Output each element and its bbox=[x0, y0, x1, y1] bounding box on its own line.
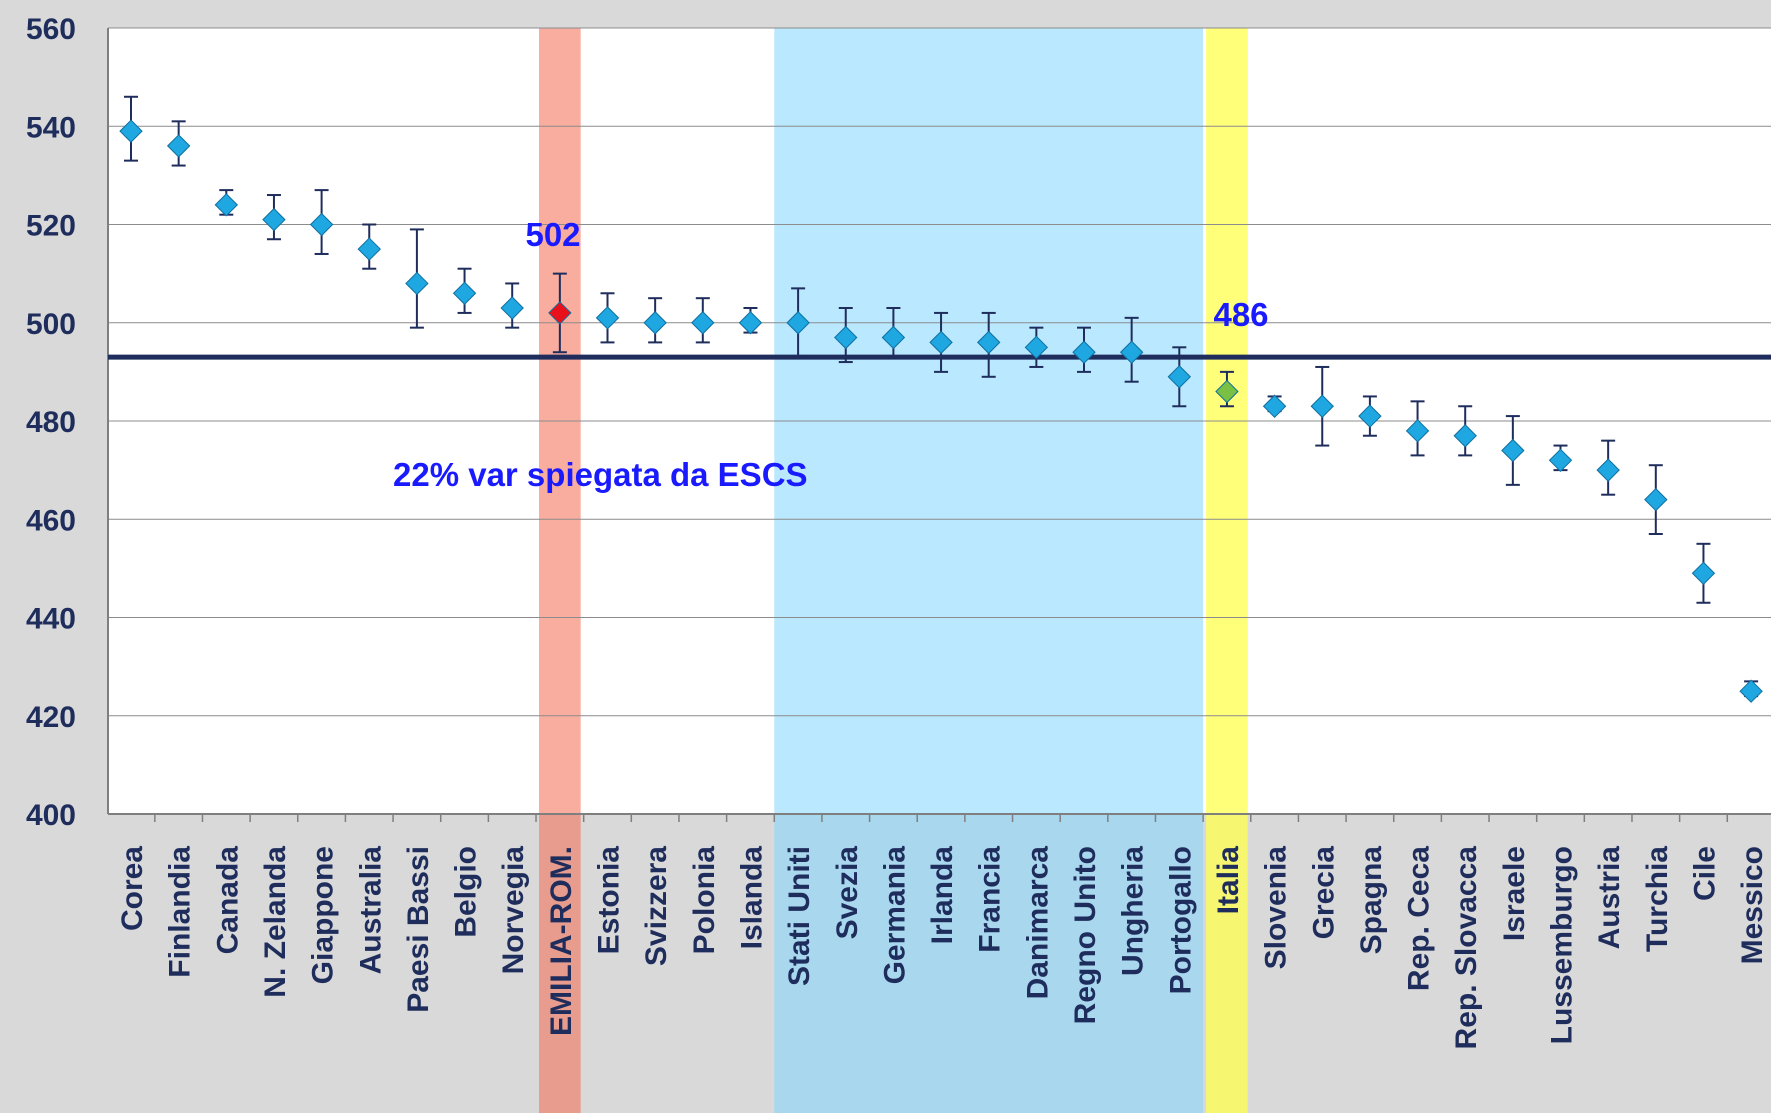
point-Finlandia bbox=[166, 134, 191, 158]
x-tick-Austria: Austria bbox=[1593, 846, 1626, 950]
x-tick-Corea: Corea bbox=[116, 846, 149, 931]
point-Danimarca bbox=[1024, 335, 1049, 360]
point-Estonia bbox=[595, 306, 620, 330]
x-tick-Rep. Ceca: Rep. Ceca bbox=[1403, 846, 1436, 991]
annotation-emilia-value: 502 bbox=[525, 216, 580, 253]
x-tick-Regno Unito: Regno Unito bbox=[1069, 846, 1102, 1024]
point-Messico bbox=[1739, 679, 1763, 703]
x-tick-Francia: Francia bbox=[974, 846, 1007, 953]
x-tick-Belgio: Belgio bbox=[450, 846, 483, 938]
point-Slovenia bbox=[1262, 394, 1287, 418]
x-tick-Lussemburgo: Lussemburgo bbox=[1546, 846, 1579, 1044]
x-tick-Finlandia: Finlandia bbox=[164, 846, 197, 978]
x-tick-Grecia: Grecia bbox=[1307, 846, 1340, 940]
x-tick-Giappone: Giappone bbox=[307, 846, 340, 984]
y-tick-440: 440 bbox=[26, 603, 76, 636]
y-tick-labels: 400 420 440 460 480 500 520 540 560 bbox=[26, 13, 76, 832]
x-tick-N. Zelanda: N. Zelanda bbox=[259, 846, 292, 998]
point-Irlanda bbox=[929, 330, 953, 355]
point-Australia bbox=[357, 237, 381, 261]
point-Grecia bbox=[1310, 394, 1334, 418]
point-Turchia bbox=[1644, 487, 1668, 512]
y-tick-400: 400 bbox=[26, 799, 76, 832]
x-tick-Canada: Canada bbox=[211, 846, 244, 955]
point-Rep. Slovacca bbox=[1453, 424, 1477, 448]
x-tick-Israele: Israele bbox=[1498, 846, 1531, 941]
x-tick-EMILIA-ROM.: EMILIA-ROM. bbox=[545, 846, 578, 1036]
x-tick-Spagna: Spagna bbox=[1355, 846, 1388, 955]
x-tick-Islanda: Islanda bbox=[735, 846, 768, 950]
point-Svizzera bbox=[643, 311, 667, 335]
x-tick-Germania: Germania bbox=[878, 846, 911, 985]
x-tick-Irlanda: Irlanda bbox=[926, 846, 959, 945]
point-EMILIA-ROM. bbox=[548, 301, 572, 325]
highlight-bands bbox=[539, 28, 1248, 1113]
point-Belgio bbox=[452, 281, 477, 305]
point-Stati Uniti bbox=[786, 311, 810, 335]
annotation-note: 22% var spiegata da ESCS bbox=[393, 456, 808, 493]
point-Regno Unito bbox=[1072, 340, 1096, 364]
point-Norvegia bbox=[500, 296, 524, 320]
x-tick-Estonia: Estonia bbox=[593, 846, 626, 955]
y-tick-480: 480 bbox=[26, 406, 76, 439]
x-tick-Slovenia: Slovenia bbox=[1260, 846, 1293, 970]
point-N. Zelanda bbox=[262, 207, 286, 232]
axes bbox=[107, 28, 1771, 822]
x-tick-Messico: Messico bbox=[1736, 846, 1769, 964]
x-tick-Stati Uniti: Stati Uniti bbox=[783, 846, 816, 986]
point-Giappone bbox=[309, 212, 334, 237]
y-tick-520: 520 bbox=[26, 210, 76, 243]
x-tick-Rep. Slovacca: Rep. Slovacca bbox=[1450, 846, 1483, 1050]
x-tick-Polonia: Polonia bbox=[688, 846, 721, 955]
x-tick-Paesi Bassi: Paesi Bassi bbox=[402, 846, 435, 1013]
x-tick-Svizzera: Svizzera bbox=[640, 846, 673, 966]
data-points bbox=[119, 119, 1763, 703]
point-Italia bbox=[1215, 379, 1239, 404]
x-tick-Italia: Italia bbox=[1212, 846, 1245, 915]
point-Paesi Bassi bbox=[405, 271, 429, 296]
point-Ungheria bbox=[1119, 340, 1144, 364]
point-Portogallo bbox=[1167, 365, 1192, 389]
point-Spagna bbox=[1358, 404, 1382, 428]
y-tick-540: 540 bbox=[26, 111, 76, 144]
x-tick-Turchia: Turchia bbox=[1641, 846, 1674, 952]
x-tick-labels: Corea Finlandia Canada N. Zelanda Giappone Au… bbox=[116, 846, 1769, 1050]
x-tick-Danimarca: Danimarca bbox=[1021, 846, 1054, 1000]
point-Francia bbox=[976, 330, 1001, 355]
point-Islanda bbox=[738, 311, 763, 335]
point-Germania bbox=[881, 325, 906, 350]
point-Svezia bbox=[834, 325, 858, 350]
point-Canada bbox=[214, 193, 239, 217]
point-Israele bbox=[1501, 438, 1525, 463]
band-italia bbox=[1206, 28, 1248, 1113]
x-tick-Portogallo: Portogallo bbox=[1164, 846, 1197, 994]
band-emilia bbox=[539, 28, 581, 1113]
point-Cile bbox=[1691, 561, 1716, 585]
point-Corea bbox=[119, 119, 143, 143]
y-tick-500: 500 bbox=[26, 308, 76, 341]
x-tick-Ungheria: Ungheria bbox=[1117, 846, 1150, 976]
y-tick-420: 420 bbox=[26, 701, 76, 734]
point-Rep. Ceca bbox=[1405, 419, 1430, 443]
x-tick-Australia: Australia bbox=[354, 846, 387, 975]
x-tick-Norvegia: Norvegia bbox=[497, 846, 530, 975]
annotation-italia-value: 486 bbox=[1213, 296, 1268, 333]
x-tick-Cile: Cile bbox=[1688, 846, 1721, 901]
point-Austria bbox=[1596, 458, 1620, 482]
band-group bbox=[774, 28, 1204, 1113]
x-tick-Svezia: Svezia bbox=[831, 846, 864, 940]
y-tick-560: 560 bbox=[26, 13, 76, 46]
y-tick-460: 460 bbox=[26, 504, 76, 537]
point-Lussemburgo bbox=[1548, 448, 1573, 473]
point-Polonia bbox=[691, 311, 715, 335]
